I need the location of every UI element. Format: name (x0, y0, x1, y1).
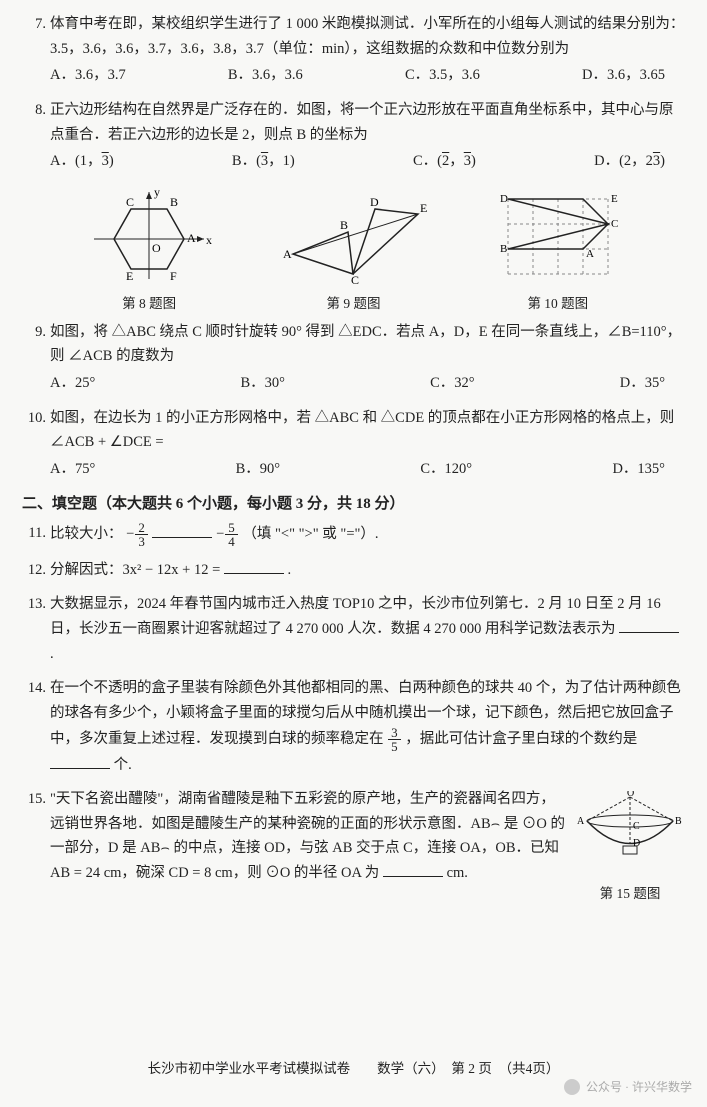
q10-opt-d: D．135° (612, 457, 665, 482)
svg-text:y: y (154, 185, 160, 199)
question-10: 10. 如图，在边长为 1 的小正方形网格中，若 △ABC 和 △CDE 的顶点… (22, 406, 685, 482)
svg-text:A: A (187, 231, 196, 245)
svg-text:A: A (586, 248, 594, 260)
svg-text:D: D (500, 193, 508, 205)
question-8: 8. 正六边形结构在自然界是广泛存在的．如图，将一个正六边形放在平面直角坐标系中… (22, 98, 685, 174)
page-footer: 长沙市初中学业水平考试模拟试卷 数学（六） 第 2 页 （共4页） (0, 1057, 707, 1077)
q12-suffix: . (288, 562, 292, 578)
wechat-icon (564, 1079, 580, 1095)
q11-suffix: （填 "<" ">" 或 "="）. (242, 526, 378, 542)
svg-text:C: C (126, 195, 134, 209)
q9-text: 如图，将 △ABC 绕点 C 顺时针旋转 90° 得到 △EDC．若点 A，D，… (50, 324, 681, 365)
qnum-14: 14. (22, 676, 50, 777)
q7-text: 体育中考在即，某校组织学生进行了 1 000 米跑模拟测试．小军所在的小组每人测… (50, 16, 684, 57)
neg-sign2: − (216, 526, 224, 542)
q13-suffix: . (50, 646, 54, 662)
svg-text:O: O (627, 791, 634, 799)
fig8-caption: 第 8 题图 (84, 292, 214, 312)
svg-text:A: A (577, 816, 585, 827)
fig15-caption: 第 15 题图 (575, 883, 685, 906)
q14-text2: ，据此可估计盒子里白球的个数约是 (405, 730, 637, 746)
svg-text:C: C (633, 821, 640, 832)
q10-opt-a: A．75° (50, 457, 95, 482)
qnum-15: 15. (22, 787, 50, 906)
q15-unit: cm. (447, 865, 468, 881)
svg-text:B: B (675, 816, 682, 827)
q7-opt-c: C．3.5，3.6 (405, 63, 480, 88)
figures-row: C B A F E O x y 第 8 题图 A B C D E 第 9 题图 (52, 184, 655, 312)
q11-blank (152, 523, 212, 538)
fig9-caption: 第 9 题图 (278, 292, 428, 312)
q8-opt-c: C．(2，3) (413, 149, 476, 174)
svg-text:O: O (152, 241, 161, 255)
q11-prefix: 比较大小： (50, 526, 123, 542)
q15-blank (383, 863, 443, 878)
q10-opt-b: B．90° (236, 457, 280, 482)
svg-text:F: F (170, 269, 177, 283)
qnum-11: 11. (22, 521, 50, 548)
qnum-9: 9. (22, 320, 50, 396)
question-11: 11. 比较大小： −23 −54 （填 "<" ">" 或 "="）. (22, 521, 685, 548)
q12-prefix: 分解因式：3x² − 12x + 12 = (50, 562, 220, 578)
q10-opt-c: C．120° (420, 457, 472, 482)
q10-text: 如图，在边长为 1 的小正方形网格中，若 △ABC 和 △CDE 的顶点都在小正… (50, 410, 674, 451)
figure-15: O A B CD 第 15 题图 (575, 791, 685, 906)
q7-opt-a: A．3.6，3.7 (50, 63, 126, 88)
figure-10: A B C D E 第 10 题图 (493, 184, 623, 312)
fig10-caption: 第 10 题图 (493, 292, 623, 312)
q7-opt-b: B．3.6，3.6 (228, 63, 303, 88)
qnum-8: 8. (22, 98, 50, 174)
q9-opt-a: A．25° (50, 371, 95, 396)
svg-text:C: C (611, 218, 618, 230)
question-12: 12. 分解因式：3x² − 12x + 12 = . (22, 558, 685, 583)
q15-text: "天下名瓷出醴陵"，湖南省醴陵是釉下五彩瓷的原产地，生产的瓷器闻名四方，远销世界… (50, 791, 565, 881)
watermark: 公众号 · 许兴华数学 (564, 1078, 692, 1095)
question-14: 14. 在一个不透明的盒子里装有除颜色外其他都相同的黑、白两种颜色的球共 40 … (22, 676, 685, 777)
svg-text:E: E (611, 193, 618, 205)
svg-text:E: E (126, 269, 133, 283)
qnum-10: 10. (22, 406, 50, 482)
svg-text:A: A (283, 247, 292, 261)
neg-sign: − (126, 526, 134, 542)
q13-blank (619, 618, 679, 633)
watermark-text: 公众号 · 许兴华数学 (586, 1078, 692, 1095)
q9-opt-d: D．35° (620, 371, 665, 396)
q9-opt-c: C．32° (430, 371, 474, 396)
q8-opt-a: A．(1，3) (50, 149, 114, 174)
q8-opt-b: B．(3，1) (232, 149, 295, 174)
section-2-title: 二、填空题（本大题共 6 个小题，每小题 3 分，共 18 分） (22, 492, 685, 513)
svg-text:D: D (370, 195, 379, 209)
q14-suffix: 个. (114, 757, 132, 773)
q12-blank (224, 559, 284, 574)
q8-options: A．(1，3) B．(3，1) C．(2，3) D．(2，23) (50, 149, 685, 174)
question-13: 13. 大数据显示，2024 年春节国内城市迁入热度 TOP10 之中，长沙市位… (22, 592, 685, 666)
figure-9: A B C D E 第 9 题图 (278, 184, 428, 312)
q9-options: A．25° B．30° C．32° D．35° (50, 371, 685, 396)
q7-options: A．3.6，3.7 B．3.6，3.6 C．3.5，3.6 D．3.6，3.65 (50, 63, 685, 88)
q7-opt-d: D．3.6，3.65 (582, 63, 665, 88)
svg-text:D: D (633, 838, 640, 849)
svg-text:x: x (206, 233, 212, 247)
q8-opt-d: D．(2，23) (594, 149, 665, 174)
question-15: 15. O A B CD 第 15 题图 "天下名瓷出醴陵"，湖南省醴陵是釉下五彩… (22, 787, 685, 906)
question-7: 7. 体育中考在即，某校组织学生进行了 1 000 米跑模拟测试．小军所在的小组… (22, 12, 685, 88)
svg-text:B: B (170, 195, 178, 209)
qnum-13: 13. (22, 592, 50, 666)
q14-blank (50, 754, 110, 769)
q10-options: A．75° B．90° C．120° D．135° (50, 457, 685, 482)
svg-text:C: C (351, 273, 359, 284)
question-9: 9. 如图，将 △ABC 绕点 C 顺时针旋转 90° 得到 △EDC．若点 A… (22, 320, 685, 396)
svg-text:B: B (500, 243, 507, 255)
svg-text:E: E (420, 201, 427, 215)
q9-opt-b: B．30° (240, 371, 284, 396)
q8-text: 正六边形结构在自然界是广泛存在的．如图，将一个正六边形放在平面直角坐标系中，其中… (50, 102, 674, 143)
figure-8: C B A F E O x y 第 8 题图 (84, 184, 214, 312)
q13-text: 大数据显示，2024 年春节国内城市迁入热度 TOP10 之中，长沙市位列第七．… (50, 596, 661, 637)
svg-text:B: B (340, 218, 348, 232)
qnum-12: 12. (22, 558, 50, 583)
qnum-7: 7. (22, 12, 50, 88)
